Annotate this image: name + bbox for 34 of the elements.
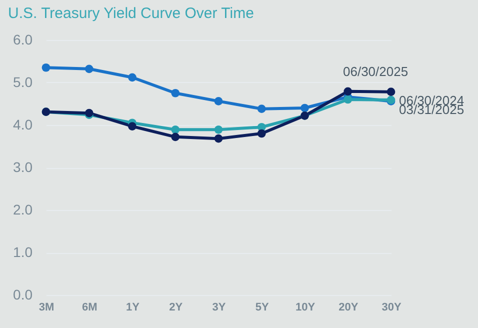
x-tick-label: 30Y — [382, 302, 402, 314]
y-tick-label: 3.0 — [13, 159, 33, 175]
y-tick-label: 0.0 — [13, 286, 33, 302]
point — [300, 104, 309, 112]
x-tick-label: 6M — [82, 302, 98, 314]
point — [128, 73, 136, 82]
point — [128, 122, 136, 130]
point — [214, 134, 223, 143]
y-tick-label: 2.0 — [13, 202, 33, 218]
x-tick-label: 10Y — [295, 302, 316, 314]
y-tick-label: 1.0 — [13, 244, 33, 260]
chart-title: U.S. Treasury Yield Curve Over Time — [8, 5, 254, 22]
y-tick-label: 6.0 — [13, 32, 33, 48]
point — [171, 88, 180, 98]
point — [84, 64, 94, 74]
point — [344, 95, 352, 104]
x-tick-label: 3M — [38, 302, 54, 314]
point — [344, 87, 352, 96]
point — [214, 126, 223, 134]
point — [257, 129, 266, 138]
point — [42, 63, 50, 72]
x-tick-label: 2Y — [169, 302, 184, 314]
y-tick-label: 4.0 — [13, 116, 33, 132]
point — [171, 126, 180, 134]
x-tick-label: 3Y — [212, 302, 226, 314]
point — [386, 88, 396, 96]
x-tick-label: 20Y — [338, 302, 359, 314]
y-tick-label: 5.0 — [13, 74, 33, 90]
series-label: 06/30/2025 — [343, 64, 408, 79]
point — [214, 97, 223, 106]
x-tick-label: 5Y — [255, 302, 270, 314]
point — [171, 132, 180, 142]
point — [257, 104, 266, 114]
x-tick-label: 1Y — [126, 302, 140, 314]
